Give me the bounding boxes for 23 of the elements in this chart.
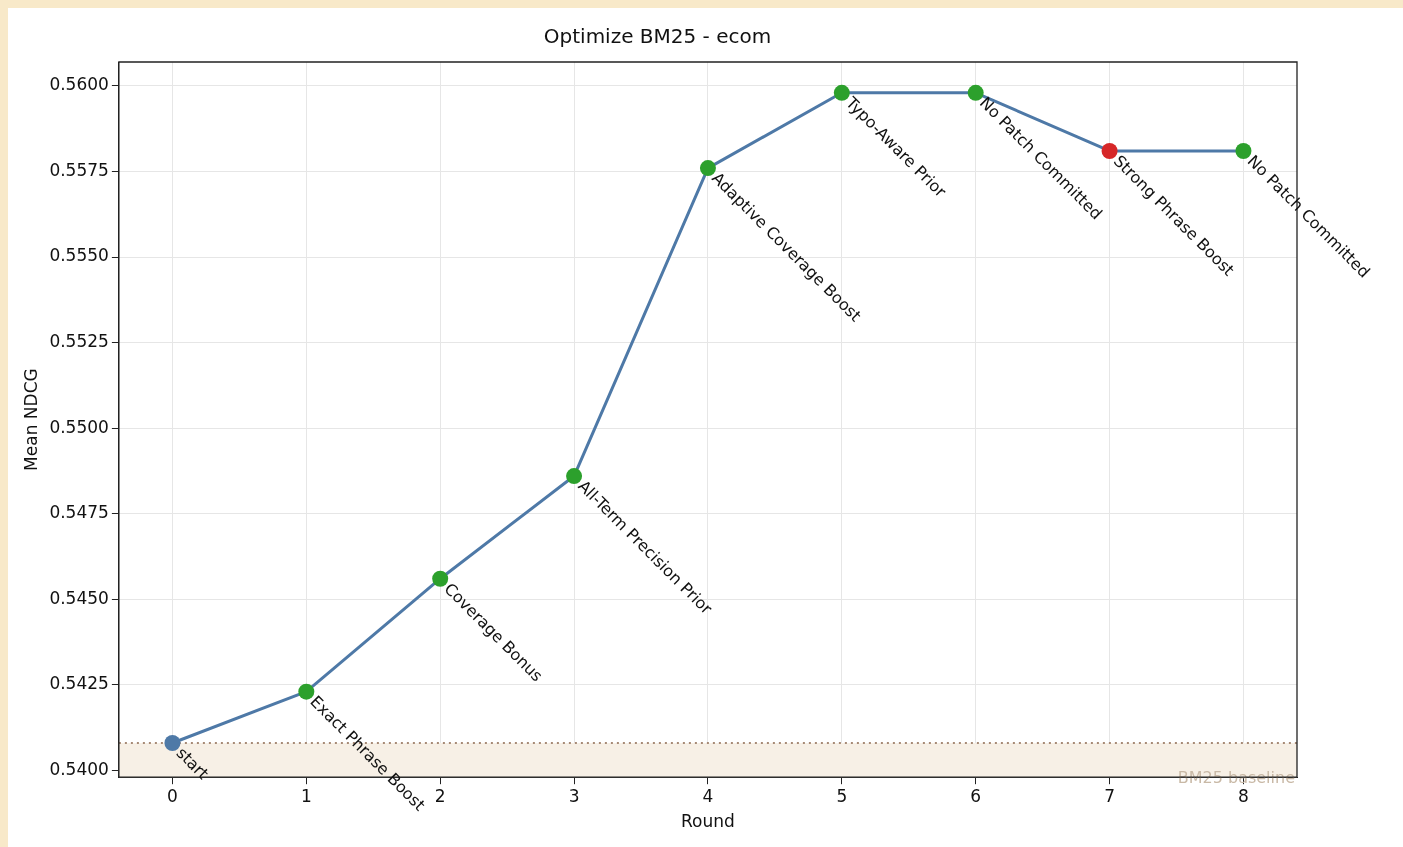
x-tick-label: 2 bbox=[434, 785, 446, 806]
x-tick-label: 5 bbox=[836, 785, 848, 806]
y-tick-label: 0.5575 bbox=[49, 159, 109, 180]
chart-title: Optimize BM25 - ecom bbox=[543, 24, 772, 49]
y-tick-label: 0.5450 bbox=[49, 587, 109, 608]
y-tick-label: 0.5475 bbox=[49, 502, 109, 523]
y-tick-label: 0.5425 bbox=[49, 673, 109, 694]
y-axis-title: Mean NDCG bbox=[20, 368, 41, 471]
x-tick-label: 0 bbox=[167, 785, 178, 806]
point bbox=[833, 84, 850, 101]
x-tick-label: 7 bbox=[1104, 785, 1115, 806]
y-tick-label: 0.5600 bbox=[49, 74, 109, 95]
y-tick-label: 0.5400 bbox=[49, 758, 109, 779]
x-tick-label: 6 bbox=[970, 785, 982, 806]
x-tick-label: 8 bbox=[1238, 785, 1249, 806]
x-tick-label: 4 bbox=[702, 785, 714, 806]
x-tick-label: 3 bbox=[568, 785, 580, 806]
y-tick-label: 0.5550 bbox=[49, 245, 109, 266]
y-tick-label: 0.5525 bbox=[49, 331, 109, 352]
y-tick-label: 0.5500 bbox=[49, 416, 109, 437]
x-axis-title: Round bbox=[681, 811, 735, 832]
x-tick-label: 1 bbox=[300, 785, 312, 806]
point bbox=[164, 734, 181, 751]
